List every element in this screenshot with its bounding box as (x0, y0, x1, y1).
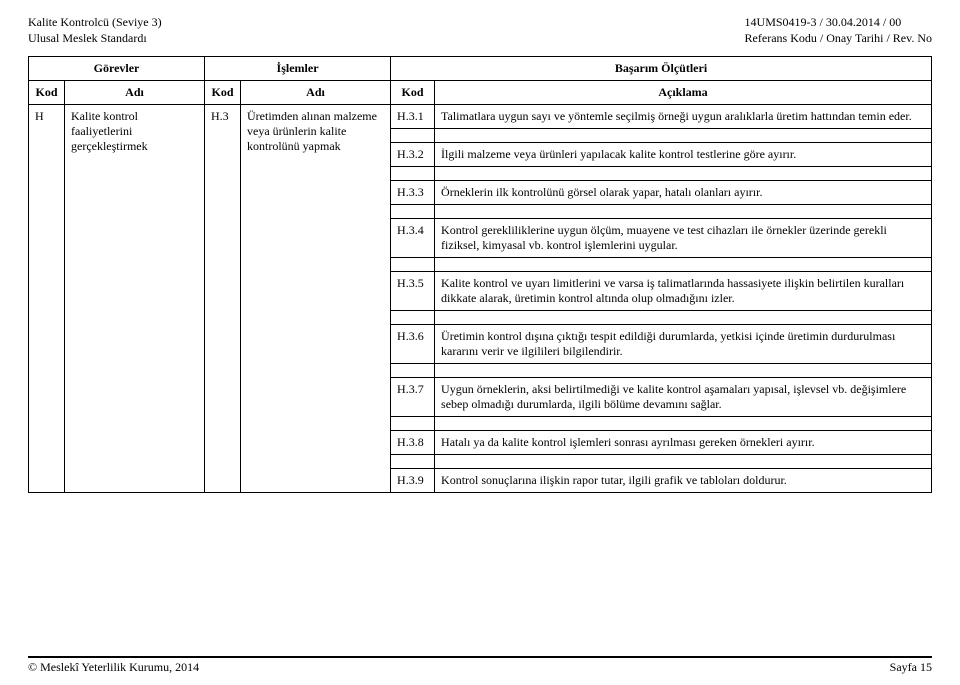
step-adi: Üretimden alınan malzeme veya ürünlerin … (241, 105, 391, 493)
criterion-kod: H.3.2 (391, 143, 435, 167)
criterion-text: Kontrol sonuçlarına ilişkin rapor tutar,… (435, 469, 932, 493)
table-header-row-groups: Görevler İşlemler Başarım Ölçütleri (29, 57, 932, 81)
col-kod-3: Kod (391, 81, 435, 105)
criterion-text: Örneklerin ilk kontrolünü görsel olarak … (435, 181, 932, 205)
header-right: 14UMS0419-3 / 30.04.2014 / 00 Referans K… (745, 14, 932, 46)
header-right-line1: 14UMS0419-3 / 30.04.2014 / 00 (745, 14, 932, 30)
duty-adi: Kalite kontrol faaliyetlerini gerçekleşt… (65, 105, 205, 493)
col-group-islemler: İşlemler (205, 57, 391, 81)
footer-left: © Meslekî Yeterlilik Kurumu, 2014 (28, 660, 199, 675)
criterion-text: Kontrol gerekliliklerine uygun ölçüm, mu… (435, 219, 932, 258)
criterion-kod: H.3.8 (391, 431, 435, 455)
header-left: Kalite Kontrolcü (Seviye 3) Ulusal Mesle… (28, 14, 162, 46)
criterion-text: Talimatlara uygun sayı ve yöntemle seçil… (435, 105, 932, 129)
header-right-line2: Referans Kodu / Onay Tarihi / Rev. No (745, 30, 932, 46)
table-body: H Kalite kontrol faaliyetlerini gerçekle… (29, 105, 932, 493)
table-header-row-sub: Kod Adı Kod Adı Kod Açıklama (29, 81, 932, 105)
page-header: Kalite Kontrolcü (Seviye 3) Ulusal Mesle… (28, 14, 932, 46)
criterion-text: Hatalı ya da kalite kontrol işlemleri so… (435, 431, 932, 455)
col-adi-2: Adı (241, 81, 391, 105)
col-kod-1: Kod (29, 81, 65, 105)
step-kod: H.3 (205, 105, 241, 493)
criterion-text: Üretimin kontrol dışına çıktığı tespit e… (435, 325, 932, 364)
criterion-kod: H.3.7 (391, 378, 435, 417)
document-page: Kalite Kontrolcü (Seviye 3) Ulusal Mesle… (0, 0, 960, 685)
col-group-basarim: Başarım Ölçütleri (391, 57, 932, 81)
table-head: Görevler İşlemler Başarım Ölçütleri Kod … (29, 57, 932, 105)
header-left-line2: Ulusal Meslek Standardı (28, 30, 162, 46)
criterion-kod: H.3.9 (391, 469, 435, 493)
col-adi-1: Adı (65, 81, 205, 105)
criterion-kod: H.3.4 (391, 219, 435, 258)
col-aciklama: Açıklama (435, 81, 932, 105)
table-row: H Kalite kontrol faaliyetlerini gerçekle… (29, 105, 932, 129)
criterion-kod: H.3.6 (391, 325, 435, 364)
criterion-text: Kalite kontrol ve uyarı limitlerini ve v… (435, 272, 932, 311)
col-kod-2: Kod (205, 81, 241, 105)
criterion-kod: H.3.5 (391, 272, 435, 311)
page-footer: © Meslekî Yeterlilik Kurumu, 2014 Sayfa … (28, 656, 932, 675)
header-left-line1: Kalite Kontrolcü (Seviye 3) (28, 14, 162, 30)
criterion-text: İlgili malzeme veya ürünleri yapılacak k… (435, 143, 932, 167)
col-group-gorevler: Görevler (29, 57, 205, 81)
criterion-text: Uygun örneklerin, aksi belirtilmediği ve… (435, 378, 932, 417)
footer-row: © Meslekî Yeterlilik Kurumu, 2014 Sayfa … (28, 660, 932, 675)
footer-rule (28, 656, 932, 658)
duty-kod: H (29, 105, 65, 493)
criterion-kod: H.3.3 (391, 181, 435, 205)
criteria-table: Görevler İşlemler Başarım Ölçütleri Kod … (28, 56, 932, 493)
criterion-kod: H.3.1 (391, 105, 435, 129)
footer-right: Sayfa 15 (890, 660, 932, 675)
